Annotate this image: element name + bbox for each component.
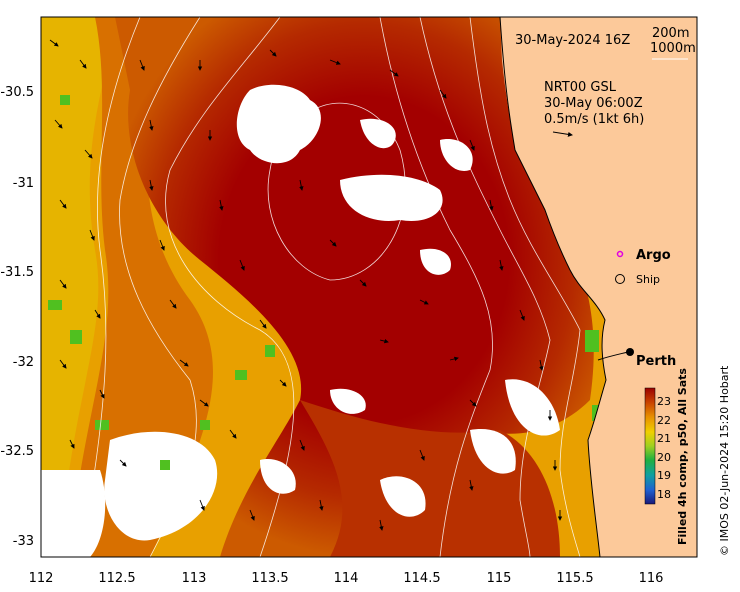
perth-marker [626,348,634,356]
colorbar-title: Filled 4h comp, p50, All Sats [676,368,689,545]
x-axis: 112 112.5 113 113.5 114 114.5 115 115.5 … [29,571,664,586]
contour-legend-1000m: 1000m [650,41,696,56]
credit-label: © IMOS 02-Jun-2024 15:20 Hobart [718,365,731,556]
current-vectors [49,39,563,531]
current-scale-arrow [552,131,573,137]
colorbar-tick: 22 [657,414,671,427]
y-tick-label: -33 [13,534,34,549]
colorbar-tick: 20 [657,451,671,464]
swan-river [597,351,629,361]
x-tick-label: 115.5 [556,571,593,586]
colorbar [644,387,656,505]
colorbar-tick: 18 [657,488,671,501]
argo-legend-icon [616,250,624,258]
plot-frame [40,16,698,558]
sst-warm-core [115,17,594,557]
ship-legend-label: Ship [636,273,660,286]
bathymetry-contours [79,17,581,557]
x-tick-label: 114 [334,571,359,586]
y-tick-label: -32 [13,355,34,370]
y-tick-label: -32.5 [0,444,34,459]
argo-legend-label: Argo [636,248,671,263]
current-time-label: 30-May 06:00Z [544,96,643,111]
x-tick-label: 112 [29,571,54,586]
x-tick-label: 112.5 [98,571,135,586]
perth-label: Perth [636,354,676,369]
colorbar-tick: 19 [657,469,671,482]
contour-legend-200m: 200m [652,26,689,41]
map-date-label: 30-May-2024 16Z [515,33,630,48]
ship-legend-icon [615,274,625,284]
x-tick-label: 113.5 [251,571,288,586]
colorbar-tick: 21 [657,432,671,445]
colorbar-tick: 23 [657,395,671,408]
y-tick-label: -30.5 [0,85,34,100]
x-tick-label: 113 [182,571,207,586]
current-source-label: NRT00 GSL [544,80,617,95]
current-scale-label: 0.5m/s (1kt 6h) [544,112,644,127]
cloud-cover [41,84,560,557]
y-axis: -30.5 -31 -31.5 -32 -32.5 -33 [0,85,34,549]
map-plot-area [41,17,697,557]
sst-cool-band [41,17,120,557]
x-tick-label: 116 [639,571,664,586]
y-tick-label: -31.5 [0,265,34,280]
coastline [499,17,607,557]
colorbar-ticks: 23 22 21 20 19 18 [657,395,671,501]
y-tick-label: -31 [13,176,34,191]
x-tick-label: 115 [487,571,512,586]
x-tick-label: 114.5 [403,571,440,586]
